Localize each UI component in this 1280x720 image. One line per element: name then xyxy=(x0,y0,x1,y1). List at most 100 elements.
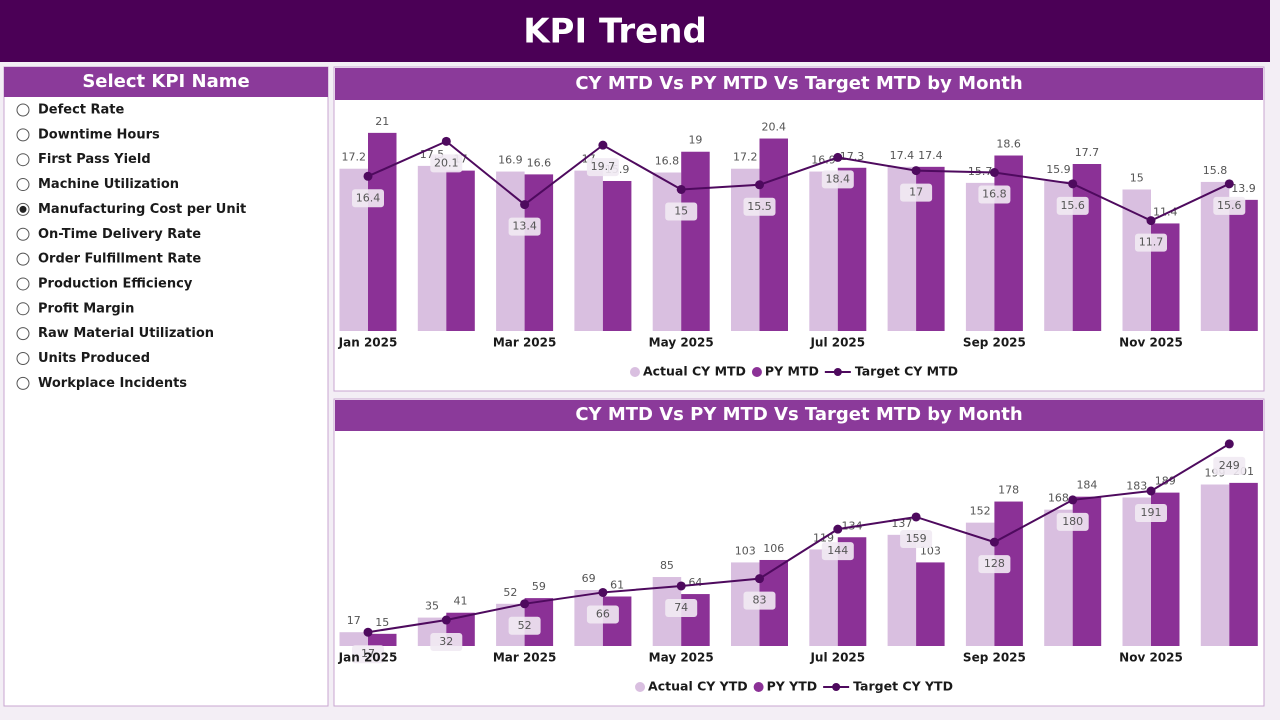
slicer-option[interactable]: Defect Rate xyxy=(16,103,125,118)
slicer-option[interactable]: On-Time Delivery Rate xyxy=(16,227,201,242)
slicer-option[interactable]: Machine Utilization xyxy=(16,177,179,192)
legend-item: Target CY YTD xyxy=(823,679,953,694)
data-label-box xyxy=(586,158,619,177)
slicer-option[interactable]: Raw Material Utilization xyxy=(16,326,214,341)
line-point xyxy=(441,136,451,146)
radio-button xyxy=(16,153,30,167)
bar xyxy=(1200,484,1230,646)
slicer-option[interactable]: First Pass Yield xyxy=(16,152,151,167)
slicer-header xyxy=(4,67,328,97)
data-label: 183 xyxy=(1126,479,1147,492)
legend-item: Actual CY MTD xyxy=(629,364,746,379)
data-label: 74 xyxy=(674,601,688,614)
data-label: 17.4 xyxy=(918,149,943,162)
chart-title: CY MTD Vs PY MTD Vs Target MTD by Month xyxy=(575,404,1022,425)
data-label-box xyxy=(352,189,384,208)
slicer-option[interactable]: Production Efficiency xyxy=(16,276,193,291)
line-point xyxy=(1068,495,1078,505)
legend-marker xyxy=(833,368,842,376)
data-label: 15.6 xyxy=(1060,199,1085,212)
slicer-label: Production Efficiency xyxy=(38,276,193,291)
data-label: 168 xyxy=(1048,492,1069,505)
bar xyxy=(1122,497,1151,646)
slicer-option[interactable]: Profit Margin xyxy=(16,301,134,316)
legend-marker xyxy=(629,367,640,377)
bar xyxy=(965,182,995,331)
data-label: 17 xyxy=(361,647,375,660)
data-label: 128 xyxy=(984,557,1005,570)
slicer-option[interactable]: Manufacturing Cost per Unit xyxy=(16,202,246,217)
radio-button xyxy=(16,302,30,316)
x-tick-label: May 2025 xyxy=(649,336,714,350)
data-label-box xyxy=(978,185,1011,204)
radio-button xyxy=(16,227,30,241)
data-label: 13.9 xyxy=(1231,182,1256,195)
slicer-panel xyxy=(3,66,329,707)
bar xyxy=(965,522,995,646)
data-label-box xyxy=(1056,512,1089,531)
radio-button xyxy=(16,128,30,142)
x-tick-label: Mar 2025 xyxy=(493,651,557,665)
x-tick-label: Jul 2025 xyxy=(809,336,865,350)
data-label: 189 xyxy=(1155,475,1176,488)
bar xyxy=(368,633,397,646)
data-label: 59 xyxy=(532,580,546,593)
x-tick-label: Mar 2025 xyxy=(493,336,557,350)
slicer-option[interactable]: Downtime Hours xyxy=(16,127,160,142)
data-label-box xyxy=(665,202,698,221)
line-point xyxy=(363,627,373,637)
legend-label: Target CY MTD xyxy=(855,364,958,379)
line-point xyxy=(598,140,608,150)
charts: CY MTD Vs PY MTD Vs Target MTD by Month 1… xyxy=(338,73,1258,694)
slicer-option[interactable]: Workplace Incidents xyxy=(16,376,187,391)
radio-button xyxy=(16,327,30,341)
line-point xyxy=(676,184,686,194)
bar xyxy=(524,174,554,331)
radio-button xyxy=(16,103,30,117)
slicer-label: On-Time Delivery Rate xyxy=(38,227,201,242)
line-point xyxy=(989,537,999,547)
data-label-box xyxy=(743,197,776,216)
data-label: 15 xyxy=(674,204,688,217)
data-label: 19 xyxy=(688,134,702,147)
bar xyxy=(1229,482,1258,646)
line-point xyxy=(1146,486,1156,496)
bar xyxy=(1072,164,1102,331)
slicer-label: Downtime Hours xyxy=(38,127,160,142)
data-label-box xyxy=(821,170,854,189)
header-bar xyxy=(0,0,1270,62)
bar xyxy=(759,138,788,331)
slicer-option[interactable]: Units Produced xyxy=(16,351,150,366)
line-point xyxy=(363,171,373,181)
slicer-label: Units Produced xyxy=(38,351,150,366)
line-point xyxy=(911,512,921,522)
line-point xyxy=(441,615,451,625)
data-label: 15.8 xyxy=(1203,164,1228,177)
data-label: 178 xyxy=(998,484,1019,497)
data-label: 21 xyxy=(375,115,389,128)
slicer-label: Manufacturing Cost per Unit xyxy=(38,202,246,217)
bar xyxy=(1044,509,1073,646)
bar xyxy=(574,170,603,331)
data-label-box xyxy=(665,598,698,617)
line-point xyxy=(755,180,764,190)
data-label-box xyxy=(1213,456,1246,475)
radio-button xyxy=(16,178,30,192)
line-point xyxy=(1224,179,1234,189)
data-label: 69 xyxy=(582,572,596,585)
data-label: 11.4 xyxy=(1153,205,1178,218)
x-tick-label: Jul 2025 xyxy=(809,651,865,665)
bar xyxy=(339,632,368,646)
slicer-option[interactable]: Order Fulfillment Rate xyxy=(16,252,201,267)
data-label: 16.8 xyxy=(982,187,1007,200)
data-label: 11.7 xyxy=(1139,236,1164,249)
line-point xyxy=(1146,216,1156,226)
data-label-box xyxy=(821,542,854,561)
radio-button xyxy=(16,376,30,390)
data-label: 15.9 xyxy=(1046,163,1071,176)
line-point xyxy=(833,524,843,534)
data-label: 52 xyxy=(518,619,532,632)
data-label: 17.7 xyxy=(1075,146,1100,159)
legend-marker xyxy=(751,367,762,377)
